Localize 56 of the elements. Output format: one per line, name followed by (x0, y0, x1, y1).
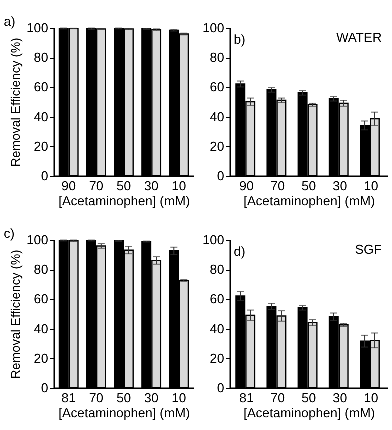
x-tick-label: 50 (302, 178, 316, 194)
y-tick-label: 100 (26, 232, 48, 248)
x-tick-label: 81 (240, 390, 254, 406)
y-axis-title: Removal Efficiency (%) (8, 38, 23, 167)
annotation: d) (234, 244, 246, 259)
y-tick-label: 60 (210, 292, 224, 307)
text: c) (4, 226, 15, 241)
text: a) (4, 14, 16, 29)
y-tick-label: 80 (34, 262, 48, 278)
y-tick-label: 80 (210, 262, 224, 278)
x-tick-label: 10 (364, 390, 378, 406)
x-tick-label: 70 (270, 178, 286, 194)
x-tick-label: 50 (302, 390, 316, 406)
x-tick-label: 30 (144, 390, 159, 406)
y-tick-label: 20 (210, 350, 224, 366)
x-axis-title: [Acetaminophen] (mM) (58, 194, 190, 208)
y-tick-label: 100 (26, 20, 48, 36)
y-tick-label: 20 (34, 138, 48, 154)
x-tick-label: 90 (240, 178, 254, 194)
y-tick-label: 0 (41, 168, 48, 184)
y-tick-label: 60 (210, 80, 224, 95)
x-tick-label: 90 (62, 178, 76, 194)
x-tick-label: 10 (364, 178, 378, 194)
y-tick-label: 60 (34, 292, 48, 307)
x-tick-label: 10 (172, 390, 186, 406)
annotation: SGF (355, 242, 382, 257)
x-tick-label: 70 (89, 178, 104, 194)
annotation: b) (234, 32, 246, 47)
y-tick-label: 0 (217, 380, 224, 396)
y-tick-label: 0 (217, 168, 224, 184)
x-tick-label: 81 (62, 390, 76, 406)
y-tick-label: 40 (210, 321, 224, 336)
x-tick-label: 70 (270, 390, 286, 406)
y-tick-label: 100 (202, 20, 224, 36)
annotation: WATER (336, 30, 382, 45)
x-tick-label: 50 (116, 178, 132, 194)
y-axis-title: Removal Efficiency (%) (8, 250, 23, 379)
x-tick-label: 10 (172, 178, 186, 194)
x-axis-title: [Acetaminophen] (mM) (58, 406, 190, 420)
y-tick-label: 80 (34, 50, 48, 66)
x-tick-label: 70 (89, 390, 104, 406)
x-tick-label: 30 (332, 390, 348, 406)
y-tick-label: 0 (41, 380, 48, 396)
y-tick-label: 20 (210, 138, 224, 154)
y-tick-label: 100 (202, 232, 224, 248)
x-axis-title: [Acetaminophen] (mM) (244, 194, 376, 208)
x-axis-title: [Acetaminophen] (mM) (244, 406, 376, 420)
y-tick-label: 40 (34, 321, 48, 336)
x-tick-label: 50 (116, 390, 132, 406)
y-tick-label: 80 (210, 50, 224, 66)
y-tick-label: 40 (210, 109, 224, 124)
y-tick-label: 60 (34, 80, 48, 95)
x-tick-label: 30 (332, 178, 348, 194)
x-tick-label: 30 (144, 178, 159, 194)
y-tick-label: 40 (34, 109, 48, 124)
y-tick-label: 20 (34, 350, 48, 366)
